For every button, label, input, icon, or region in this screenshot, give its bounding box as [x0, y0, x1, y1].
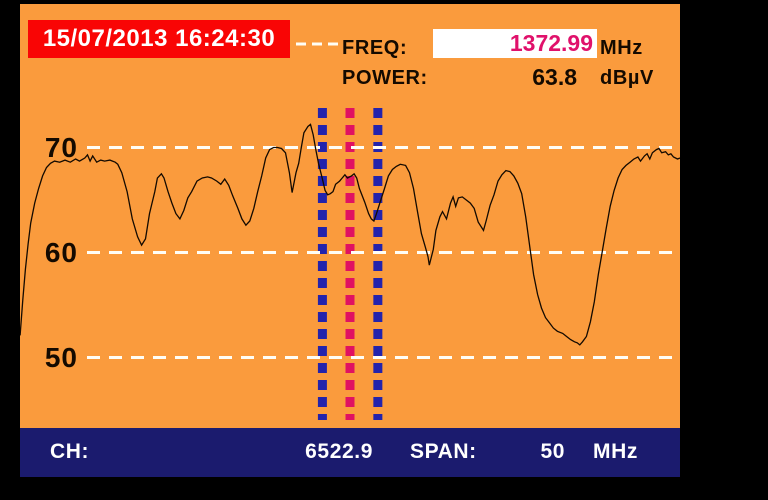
span-label: SPAN: — [410, 440, 477, 463]
freq-unit: MHz — [600, 37, 643, 59]
power-label: POWER: — [342, 67, 428, 89]
datetime-text: 15/07/2013 16:24:30 — [42, 25, 276, 52]
span-value: 50 — [540, 440, 565, 463]
freq-label: FREQ: — [342, 37, 408, 59]
y-axis-tick-70: 70 — [44, 132, 78, 163]
power-value: 63.8 — [532, 64, 577, 90]
freq-value: 1372.99 — [509, 30, 593, 56]
y-axis-tick-60: 60 — [44, 237, 78, 268]
gridlines — [87, 146, 680, 359]
y-axis-tick-50: 50 — [44, 342, 78, 373]
power-unit: dBµV — [600, 67, 654, 89]
spectrum-chart — [20, 42, 680, 420]
spectrum-trace — [20, 123, 680, 346]
span-unit: MHz — [593, 440, 638, 463]
freq-value-field[interactable]: 1372.99 — [433, 29, 597, 58]
status-bar: CH: 6522.9 SPAN: 50 MHz — [20, 428, 680, 477]
channel-markers — [317, 108, 383, 420]
spectrum-panel: 15/07/2013 16:24:30 70 60 50 FREQ: 1372.… — [20, 4, 680, 428]
channel-value: 6522.9 — [305, 440, 373, 463]
datetime-badge: 15/07/2013 16:24:30 — [28, 20, 290, 58]
channel-label: CH: — [50, 440, 90, 463]
